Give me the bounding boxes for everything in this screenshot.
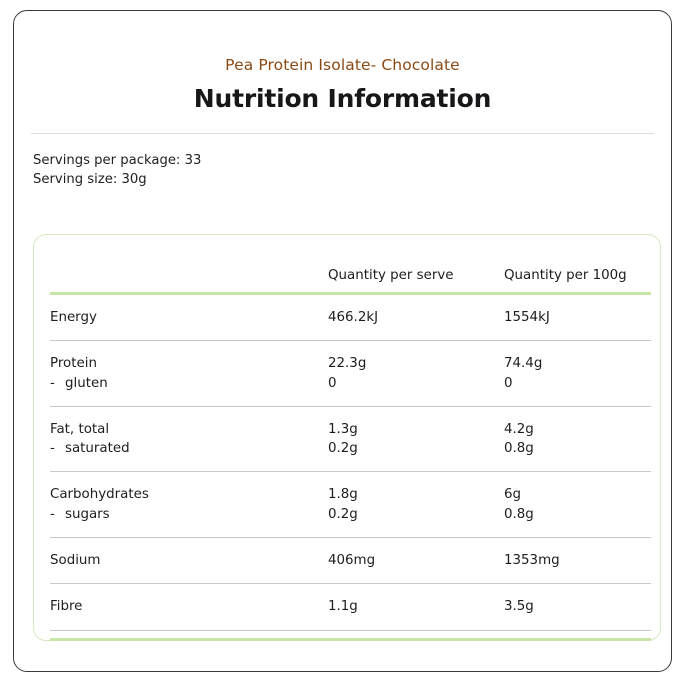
row-label-cell: Energy [50,295,328,340]
product-name: Pea Protein Isolate- Chocolate [225,56,460,74]
nutrient-per-100g: 6g [504,487,522,503]
nutrient-label: Fibre [50,599,83,615]
nutrient-per-serve: 1.3g [328,421,358,437]
nutrition-table-card: Quantity per serve Quantity per 100g Ene… [33,234,661,641]
row-divider-row [50,583,651,585]
row-divider-row [50,471,651,473]
nutrient-per-serve: 466.2kJ [328,310,379,325]
sub-nutrient-per-serve: 0.2g [328,441,358,457]
sub-nutrient-label: gluten [65,375,108,391]
row-per-100g-cell: 1353mg [504,538,651,583]
sub-nutrient-per-100g: 0 [504,375,513,391]
nutrient-per-serve: 1.8g [328,487,358,503]
row-divider [50,583,651,585]
table-row: Fat, total - saturated 1.3g 0.2g 4.2g 0.8… [50,407,651,472]
row-per-serve-cell: 1.3g 0.2g [328,407,504,472]
sub-nutrient-label-wrap: - sugars [50,505,328,524]
nutrient-label: Sodium [50,553,101,569]
table-row: Sodium 406mg 1353mg [50,538,651,583]
sub-nutrient-label-wrap: - gluten [50,374,328,393]
row-divider-row [50,405,651,407]
sub-dash: - [50,441,55,457]
row-divider [50,537,651,539]
nutrient-label: Protein [50,356,97,372]
table-row: Energy 466.2kJ 1554kJ [50,295,651,340]
sub-nutrient-label-wrap: - saturated [50,439,328,458]
servings-info: Servings per package: 33 Serving size: 3… [33,151,671,190]
servings-per-package: Servings per package: 33 [33,152,202,168]
nutrient-label: Energy [50,310,97,325]
row-divider [50,471,651,473]
sub-dash: - [50,506,55,522]
header-divider [31,132,654,134]
nutrient-per-serve: 22.3g [328,356,367,372]
sub-nutrient-label: sugars [65,506,110,522]
column-header-per-100g: Quantity per 100g [504,268,627,283]
row-label-cell: Fibre [50,584,328,629]
row-label-cell: Fat, total - saturated [50,407,328,472]
table-row: Protein - gluten 22.3g 0 74.4g 0 [50,341,651,406]
panel-header: Pea Protein Isolate- Chocolate Nutrition… [14,11,671,114]
row-per-serve-cell: 466.2kJ [328,295,504,340]
row-per-serve-cell: 22.3g 0 [328,341,504,406]
column-header-nutrient [50,235,328,292]
row-per-serve-cell: 406mg [328,538,504,583]
top-green-rule-cell [50,292,651,295]
bottom-green-rule-cell [50,637,651,641]
sub-nutrient-per-serve: 0 [328,375,337,391]
table-top-rule-row [50,292,651,295]
row-divider [50,629,651,631]
bottom-green-rule [50,637,651,641]
nutrition-panel-frame: Pea Protein Isolate- Chocolate Nutrition… [13,10,672,672]
row-divider-row [50,537,651,539]
sub-nutrient-per-100g: 0.8g [504,506,534,522]
sub-nutrient-per-100g: 0.8g [504,441,534,457]
nutrient-per-100g: 74.4g [504,356,543,372]
table-header-row: Quantity per serve Quantity per 100g [50,235,651,292]
row-per-100g-cell: 74.4g 0 [504,341,651,406]
nutrient-label: Fat, total [50,421,110,437]
page-title: Nutrition Information [193,83,492,113]
table-row: Carbohydrates - sugars 1.8g 0.2g 6g 0.8g [50,472,651,537]
column-header-per-serve: Quantity per serve [328,268,454,283]
sub-nutrient-label: saturated [65,441,130,457]
row-divider [50,340,651,342]
row-per-100g-cell: 1554kJ [504,295,651,340]
nutrient-per-100g: 1353mg [504,553,560,569]
row-label-cell: Protein - gluten [50,341,328,406]
nutrient-per-100g: 3.5g [504,599,534,615]
table-bottom-rule-row [50,637,651,641]
row-per-serve-cell: 1.8g 0.2g [328,472,504,537]
row-per-100g-cell: 6g 0.8g [504,472,651,537]
row-divider-row [50,629,651,631]
top-green-rule [50,292,651,295]
row-per-serve-cell: 1.1g [328,584,504,629]
nutrient-per-serve: 406mg [328,553,376,569]
serving-size: Serving size: 30g [33,172,147,188]
sub-nutrient-per-serve: 0.2g [328,506,358,522]
nutrient-per-100g: 1554kJ [504,310,550,325]
table-bottom-spacer-row [50,631,651,638]
row-divider-row [50,340,651,342]
nutrient-per-100g: 4.2g [504,421,534,437]
sub-dash: - [50,375,55,391]
row-label-cell: Sodium [50,538,328,583]
row-divider [50,405,651,407]
row-per-100g-cell: 3.5g [504,584,651,629]
nutrient-per-serve: 1.1g [328,599,358,615]
row-per-100g-cell: 4.2g 0.8g [504,407,651,472]
table-row: Fibre 1.1g 3.5g [50,584,651,629]
nutrition-table: Quantity per serve Quantity per 100g Ene… [50,235,651,641]
row-label-cell: Carbohydrates - sugars [50,472,328,537]
nutrient-label: Carbohydrates [50,487,149,503]
